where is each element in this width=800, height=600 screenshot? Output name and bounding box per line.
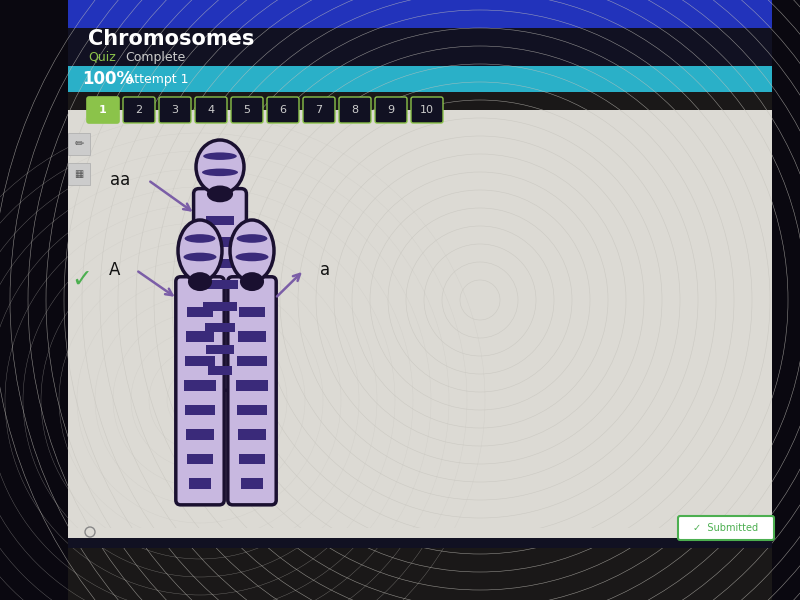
Text: ✓  Submitted: ✓ Submitted (694, 523, 758, 533)
Text: ✓: ✓ (71, 268, 93, 292)
Text: Quiz: Quiz (88, 50, 116, 64)
FancyBboxPatch shape (159, 97, 191, 123)
Text: Complete: Complete (125, 50, 186, 64)
Ellipse shape (183, 253, 217, 261)
Bar (203, 259, 237, 268)
Bar (239, 307, 265, 317)
FancyBboxPatch shape (303, 97, 335, 123)
Bar (237, 405, 267, 415)
Bar (186, 331, 214, 342)
Text: 2: 2 (135, 105, 142, 115)
Bar (68, 528, 772, 540)
Bar (239, 454, 265, 464)
Bar (187, 454, 213, 464)
Text: ✏: ✏ (74, 139, 84, 149)
Bar (183, 380, 217, 391)
Bar (202, 280, 238, 289)
Text: Chromosomes: Chromosomes (88, 29, 254, 49)
Bar (68, 66, 772, 92)
Text: 10: 10 (420, 105, 434, 115)
FancyBboxPatch shape (411, 97, 443, 123)
Text: aa: aa (110, 171, 130, 189)
Bar (206, 216, 234, 225)
Bar (68, 110, 772, 540)
Text: Attempt 1: Attempt 1 (126, 73, 189, 85)
Text: 4: 4 (207, 105, 214, 115)
Bar (205, 323, 235, 332)
FancyBboxPatch shape (339, 97, 371, 123)
Text: ▦: ▦ (74, 169, 84, 179)
Ellipse shape (208, 187, 232, 201)
FancyBboxPatch shape (195, 97, 227, 123)
Bar (205, 238, 235, 247)
Bar (189, 478, 211, 489)
Text: 3: 3 (171, 105, 178, 115)
Ellipse shape (235, 253, 269, 261)
FancyBboxPatch shape (123, 97, 155, 123)
FancyBboxPatch shape (267, 97, 299, 123)
Bar (186, 430, 214, 440)
Text: 1: 1 (99, 105, 107, 115)
Bar (772, 0, 800, 600)
Bar (0, 0, 68, 600)
Bar (187, 307, 213, 317)
Bar (235, 380, 269, 391)
Bar (68, 538, 772, 548)
FancyBboxPatch shape (194, 188, 246, 390)
Bar (68, 0, 772, 30)
Bar (185, 356, 215, 366)
Text: 9: 9 (387, 105, 394, 115)
FancyBboxPatch shape (228, 277, 276, 505)
Bar (203, 302, 237, 311)
Ellipse shape (203, 152, 237, 160)
Text: A: A (109, 261, 120, 279)
Ellipse shape (241, 273, 263, 290)
Bar (185, 405, 215, 415)
Bar (68, 163, 90, 185)
Text: a: a (320, 261, 330, 279)
Bar (237, 356, 267, 366)
Text: 100%: 100% (82, 70, 133, 88)
Bar (68, 133, 90, 155)
FancyBboxPatch shape (176, 277, 224, 505)
Ellipse shape (230, 220, 274, 281)
Ellipse shape (196, 140, 244, 194)
Bar (68, 28, 772, 70)
Ellipse shape (202, 169, 238, 176)
FancyBboxPatch shape (231, 97, 263, 123)
Text: 6: 6 (279, 105, 286, 115)
Text: 8: 8 (351, 105, 358, 115)
Bar (206, 344, 234, 354)
Ellipse shape (185, 234, 215, 243)
FancyBboxPatch shape (678, 516, 774, 540)
Text: 5: 5 (243, 105, 250, 115)
Bar (238, 331, 266, 342)
Bar (208, 366, 232, 375)
Text: 7: 7 (315, 105, 322, 115)
FancyBboxPatch shape (87, 97, 119, 123)
Bar (238, 430, 266, 440)
Ellipse shape (237, 234, 267, 243)
FancyBboxPatch shape (375, 97, 407, 123)
Ellipse shape (178, 220, 222, 281)
Bar (241, 478, 263, 489)
Ellipse shape (189, 273, 211, 290)
